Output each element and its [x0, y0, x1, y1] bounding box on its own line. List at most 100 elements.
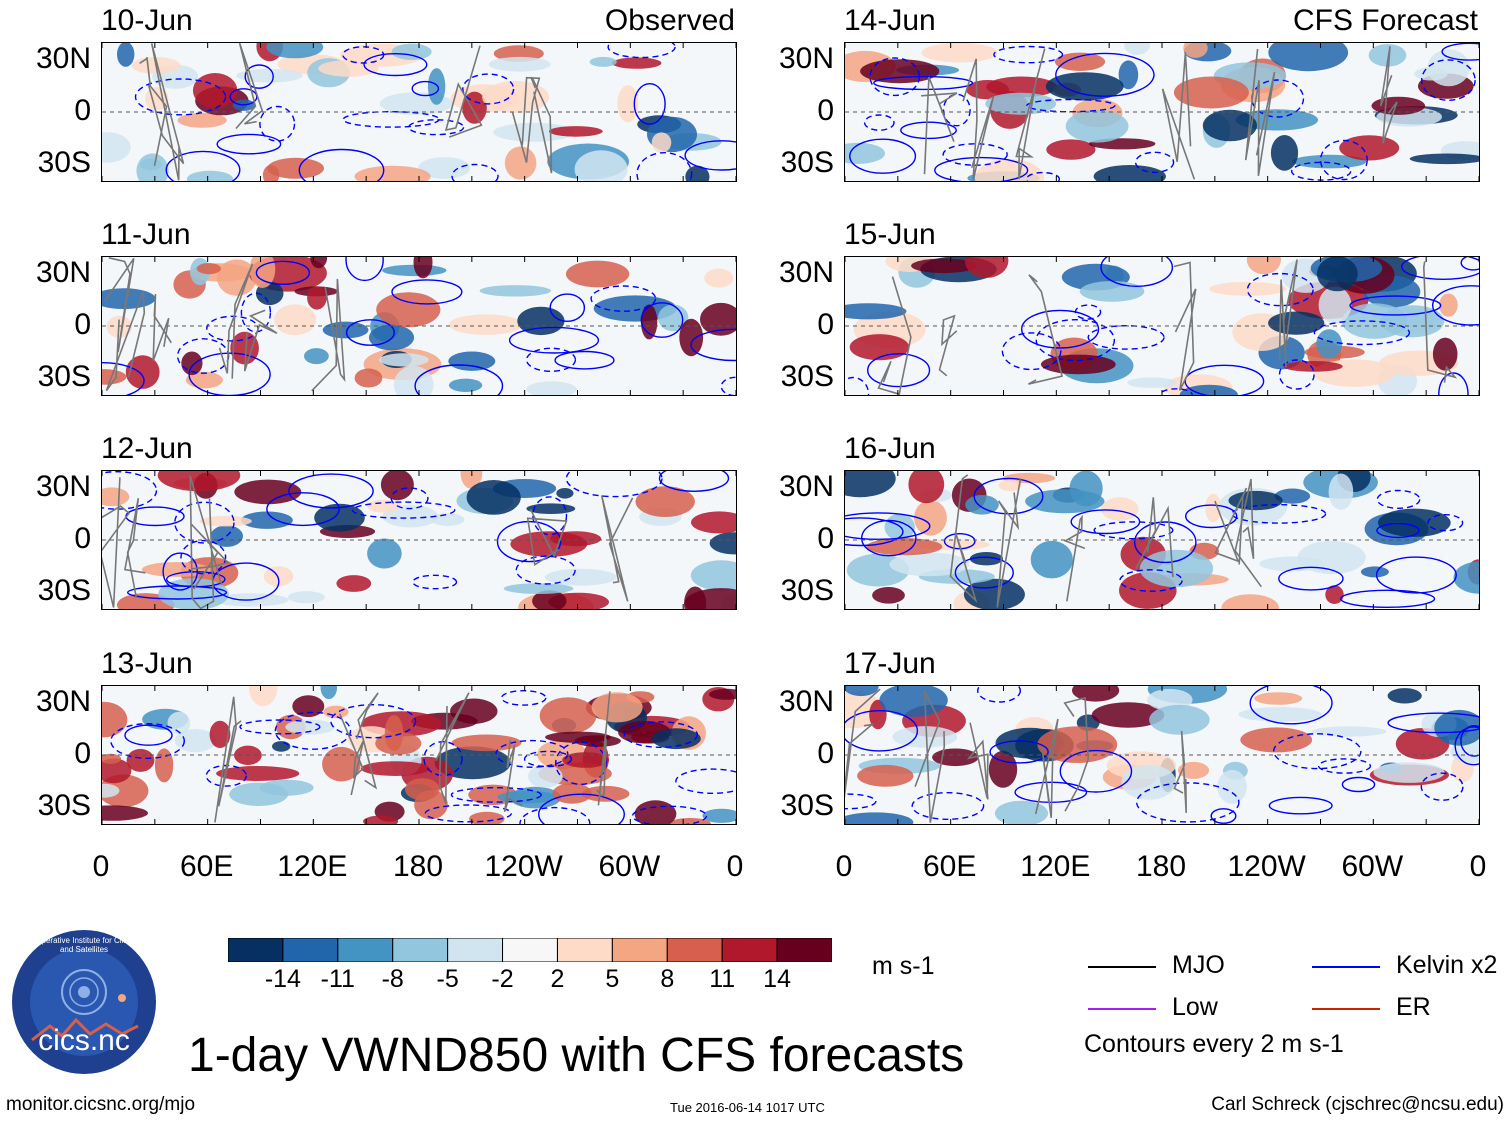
- coastline: [104, 257, 135, 353]
- panel-date: 13-Jun: [101, 647, 193, 680]
- kelvin-contour: [1059, 749, 1133, 793]
- wind-anomaly-blob: [336, 575, 372, 592]
- wind-anomaly-blob: [448, 314, 523, 335]
- wind-anomaly-blob: [872, 587, 905, 604]
- wind-anomaly-blob: [1328, 473, 1354, 510]
- kelvin-contour: [1210, 808, 1237, 824]
- kelvin-contour: [244, 64, 274, 89]
- wind-anomaly-blob: [482, 81, 550, 113]
- colorbar-swatch: [282, 937, 339, 963]
- lat-tick-label: 30N: [778, 42, 834, 76]
- wind-anomaly-blob: [651, 132, 672, 153]
- wind-anomaly-blob: [177, 112, 227, 128]
- wind-anomaly-blob: [266, 43, 324, 59]
- wind-anomaly-blob: [249, 686, 278, 707]
- lon-tick-label: 120W: [1227, 850, 1306, 883]
- wind-anomaly-blob: [1246, 257, 1281, 275]
- wind-anomaly-blob: [102, 487, 130, 507]
- wind-anomaly-blob: [914, 500, 947, 536]
- coastline: [1161, 52, 1196, 180]
- kelvin-contour: [423, 740, 463, 777]
- coastline: [218, 263, 254, 379]
- kelvin-contour: [640, 302, 684, 338]
- coastline: [139, 57, 168, 167]
- wind-anomaly-blob: [845, 471, 896, 498]
- kelvin-contour: [1427, 514, 1464, 532]
- wind-anomaly-blob: [985, 92, 1057, 115]
- kelvin-contour: [288, 473, 374, 509]
- colorbar-tick-label: 2: [550, 965, 565, 993]
- lat-tick-label: 30N: [778, 470, 834, 504]
- kelvin-contour: [124, 724, 173, 746]
- kelvin-contour: [1251, 79, 1305, 118]
- wind-anomaly-blob: [526, 381, 577, 395]
- wind-anomaly-blob: [528, 765, 563, 788]
- kelvin-contour: [1133, 521, 1197, 564]
- coastline: [1135, 497, 1174, 578]
- kelvin-contour: [1159, 388, 1193, 395]
- kelvin-contour: [860, 519, 917, 557]
- kelvin-contour: [900, 121, 957, 140]
- map-panel: [844, 685, 1480, 825]
- legend-swatch: [1088, 966, 1156, 968]
- coastline: [966, 722, 989, 800]
- wind-anomaly-blob: [845, 142, 885, 164]
- coastline: [1214, 487, 1248, 565]
- coastline: [845, 688, 881, 798]
- lon-tick-label: 180: [1135, 850, 1187, 883]
- wind-anomaly-blob: [1292, 154, 1367, 169]
- map-field: [102, 686, 736, 824]
- wind-anomaly-blob: [1065, 109, 1129, 143]
- wind-anomaly-blob: [185, 371, 223, 389]
- wind-anomaly-blob: [320, 686, 338, 700]
- wind-anomaly-blob: [376, 292, 441, 328]
- colorbar-tick-label: 5: [605, 965, 620, 993]
- wind-anomaly-blob: [709, 532, 736, 555]
- wind-anomaly-blob: [1045, 72, 1124, 101]
- kelvin-contour: [266, 492, 340, 527]
- wind-anomaly-blob: [249, 257, 276, 288]
- wind-anomaly-blob: [405, 778, 440, 801]
- coastline: [311, 278, 346, 392]
- wind-anomaly-blob: [869, 699, 887, 730]
- wind-anomaly-blob: [154, 748, 174, 783]
- wind-anomaly-blob: [125, 355, 160, 389]
- kelvin-contour: [298, 148, 385, 181]
- wind-anomaly-blob: [236, 68, 303, 83]
- wind-anomaly-blob: [845, 812, 914, 824]
- coastline: [877, 276, 912, 395]
- lat-tick-label: 30N: [35, 42, 91, 76]
- kelvin-contour: [424, 804, 512, 823]
- wind-anomaly-blob: [466, 480, 521, 515]
- kelvin-contour: [127, 585, 227, 600]
- lat-tick-label: 30N: [35, 256, 91, 290]
- wind-anomaly-blob: [539, 697, 597, 735]
- wind-anomaly-blob: [1217, 769, 1247, 804]
- lon-tick-label: 180: [392, 850, 444, 883]
- kelvin-contour: [519, 806, 591, 824]
- wind-anomaly-blob: [1221, 594, 1279, 609]
- wind-anomaly-blob: [1270, 135, 1299, 171]
- kelvin-contour: [1376, 522, 1420, 539]
- kelvin-contour: [342, 111, 440, 128]
- map-field: [845, 686, 1479, 824]
- coastline: [105, 291, 146, 392]
- wind-anomaly-blob: [849, 334, 910, 361]
- wind-anomaly-blob: [988, 750, 1018, 788]
- kelvin-contour: [500, 689, 547, 706]
- wind-anomaly-blob: [102, 783, 120, 798]
- wind-anomaly-blob: [969, 552, 1003, 566]
- wind-anomaly-blob: [167, 711, 191, 735]
- wind-anomaly-blob: [367, 538, 402, 569]
- kelvin-contour: [1185, 504, 1238, 529]
- wind-anomaly-blob: [1079, 281, 1145, 302]
- column-label: Observed: [604, 4, 735, 37]
- wind-anomaly-blob: [702, 808, 736, 823]
- coastline: [189, 475, 223, 609]
- wind-anomaly-blob: [493, 122, 575, 142]
- kelvin-contour: [993, 45, 1064, 64]
- wind-anomaly-blob: [1040, 354, 1116, 375]
- lon-tick-label: 0: [835, 850, 853, 883]
- wind-anomaly-blob: [1316, 257, 1358, 292]
- kelvin-contour: [911, 791, 985, 820]
